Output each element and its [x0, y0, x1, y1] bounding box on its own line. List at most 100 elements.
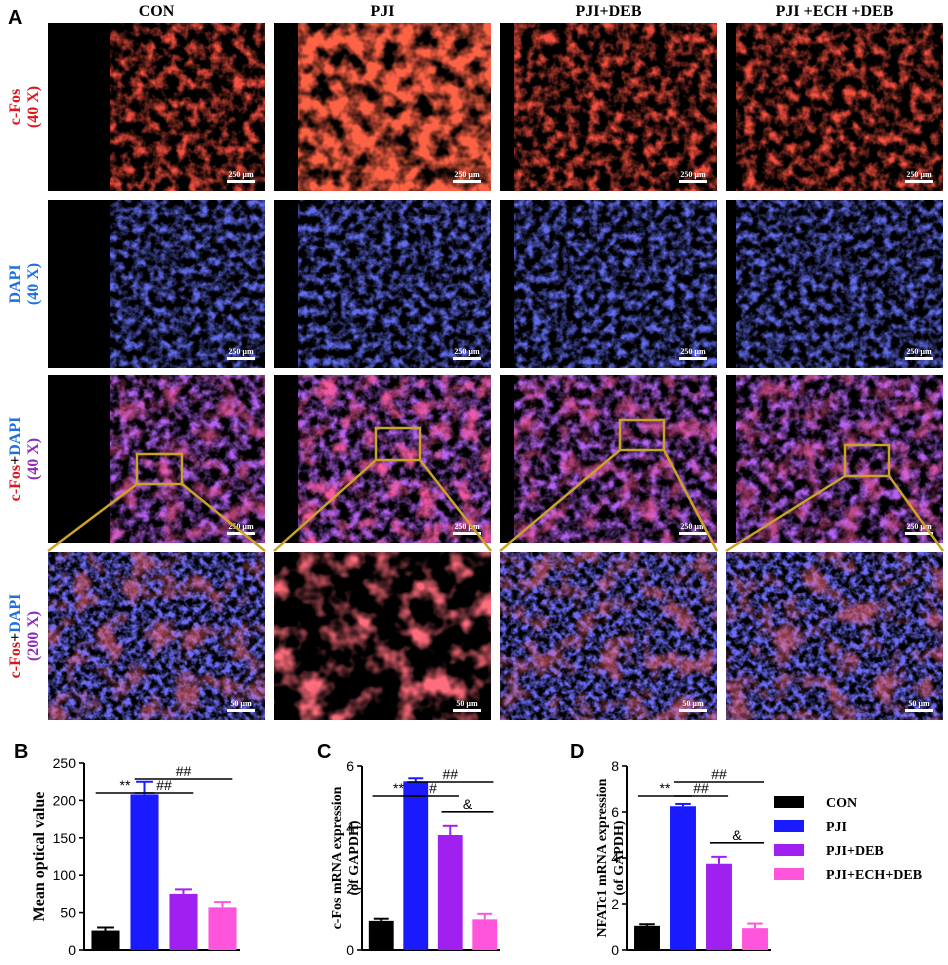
micrograph-signal: [48, 552, 265, 720]
scale-bar-label: 50 µm: [230, 699, 252, 708]
micrograph-empty-region: [274, 200, 298, 368]
bar: [368, 920, 394, 950]
zoom-region-box: [374, 426, 422, 462]
y-axis-label-line: NFATc1 mRNA expression: [595, 778, 610, 937]
scale-bar: [453, 532, 481, 535]
bar: [208, 907, 237, 950]
y-tick-label: 6: [346, 758, 354, 774]
scale-bar: [905, 532, 933, 535]
scale-bar-label: 250 µm: [680, 170, 706, 179]
scale-bar: [679, 180, 707, 183]
scale-bar: [227, 357, 255, 360]
y-tick-label: 6: [611, 804, 619, 820]
zoom-connector-line: [47, 483, 138, 552]
zoom-connector-line: [273, 459, 377, 552]
significance-label: **: [393, 780, 404, 796]
scale-bar: [227, 180, 255, 183]
y-tick-label: 150: [53, 830, 77, 846]
row-label-magnification: (40 X): [25, 263, 42, 305]
micrograph-empty-region: [500, 200, 514, 368]
micrograph-empty-region: [274, 375, 298, 543]
legend-swatch: [774, 820, 804, 832]
row-label-stain: c-Fos: [7, 89, 24, 125]
row-label-magnification: (200 X): [25, 611, 42, 661]
bar: [437, 835, 463, 950]
scale-bar-label: 50 µm: [456, 699, 478, 708]
micrograph-empty-region: [726, 23, 736, 191]
scale-bar-label: 250 µm: [906, 522, 932, 531]
legend-label: CON: [826, 796, 857, 811]
micrograph-panel: 250 µm: [48, 375, 265, 543]
row-label: DAPI (40 X): [7, 263, 42, 305]
row-label: c-Fos+DAPI(40 X): [7, 417, 42, 502]
scale-bar: [905, 180, 933, 183]
micrograph-signal: [500, 200, 717, 368]
row-label: c-Fos (40 X): [7, 86, 42, 128]
scale-bar-label: 250 µm: [906, 347, 932, 356]
micrograph-panel: 250 µm: [726, 23, 943, 191]
micrograph-empty-region: [48, 23, 110, 191]
legend-label: PJI: [826, 820, 847, 835]
y-axis-label: NFATc1 mRNA expression (of GAPDH): [595, 778, 627, 937]
scale-bar-label: 250 µm: [680, 522, 706, 531]
scale-bar: [453, 180, 481, 183]
bar: [706, 863, 732, 950]
column-labels: CON PJI PJI+DEB PJI +ECH +DEB: [139, 3, 894, 20]
significance-label: **: [660, 780, 671, 796]
micrograph-panel: 250 µm: [726, 375, 943, 543]
scale-bar: [227, 709, 255, 712]
zoom-region-box: [843, 443, 891, 478]
y-tick-label: 8: [611, 758, 619, 774]
row-labels: c-Fos (40 X)DAPI (40 X)c-Fos+DAPI(40 X)c-F…: [7, 86, 42, 678]
zoom-connector-line: [181, 483, 266, 552]
column-label: PJI+DEB: [575, 3, 641, 20]
significance-label: ##: [156, 777, 172, 793]
scale-bar-label: 250 µm: [228, 347, 254, 356]
micrograph-panel: 250 µm: [274, 200, 491, 368]
row-label: c-Fos+DAPI (200 X): [7, 594, 42, 679]
bar: [742, 928, 768, 950]
micrograph-panel: 50 µm: [500, 552, 717, 720]
y-tick-label: 50: [60, 905, 76, 921]
micrograph-panel: 250 µm: [500, 200, 717, 368]
scale-bar: [905, 357, 933, 360]
legend: CON PJI PJI+DEB PJI+ECH+DEB: [774, 796, 922, 883]
y-tick-label: 0: [346, 942, 354, 958]
micrograph-empty-region: [500, 23, 514, 191]
micrograph-empty-region: [48, 200, 110, 368]
zoom-connector-line: [419, 459, 492, 552]
scale-bar: [679, 532, 707, 535]
micrograph-empty-region: [726, 200, 736, 368]
micrograph-signal: [274, 552, 491, 720]
significance-label: ##: [693, 780, 709, 796]
bar: [403, 781, 429, 950]
micrograph-panel: 50 µm: [726, 552, 943, 720]
column-label: PJI +ECH +DEB: [776, 3, 894, 20]
y-axis-label: Mean optical value: [31, 792, 48, 922]
micrograph-empty-region: [274, 23, 298, 191]
column-label: CON: [139, 3, 175, 20]
y-axis-label-line: (of GAPDH): [612, 820, 627, 895]
legend-swatch: [774, 796, 804, 808]
zoom-region-box: [135, 452, 184, 486]
scale-bar-label: 50 µm: [908, 699, 930, 708]
legend-label: PJI+DEB: [826, 844, 884, 859]
zoom-connector-line: [662, 449, 719, 552]
micrograph-signal: [274, 200, 491, 368]
scale-bar-label: 250 µm: [454, 170, 480, 179]
y-tick-label: 4: [346, 819, 354, 835]
significance-label: ##: [176, 763, 192, 779]
micrograph-signal: [726, 552, 943, 720]
bar: [91, 930, 120, 950]
micrograph-empty-region: [48, 375, 110, 543]
legend-swatch: [774, 844, 804, 856]
scale-bar-label: 250 µm: [680, 347, 706, 356]
y-tick-label: 0: [68, 942, 76, 958]
significance-label: ##: [711, 766, 727, 782]
micrograph-panel: 250 µm: [274, 23, 491, 191]
row-label-stain: DAPI: [7, 264, 24, 303]
bar: [670, 806, 696, 950]
micrograph-panel: 250 µm: [500, 23, 717, 191]
